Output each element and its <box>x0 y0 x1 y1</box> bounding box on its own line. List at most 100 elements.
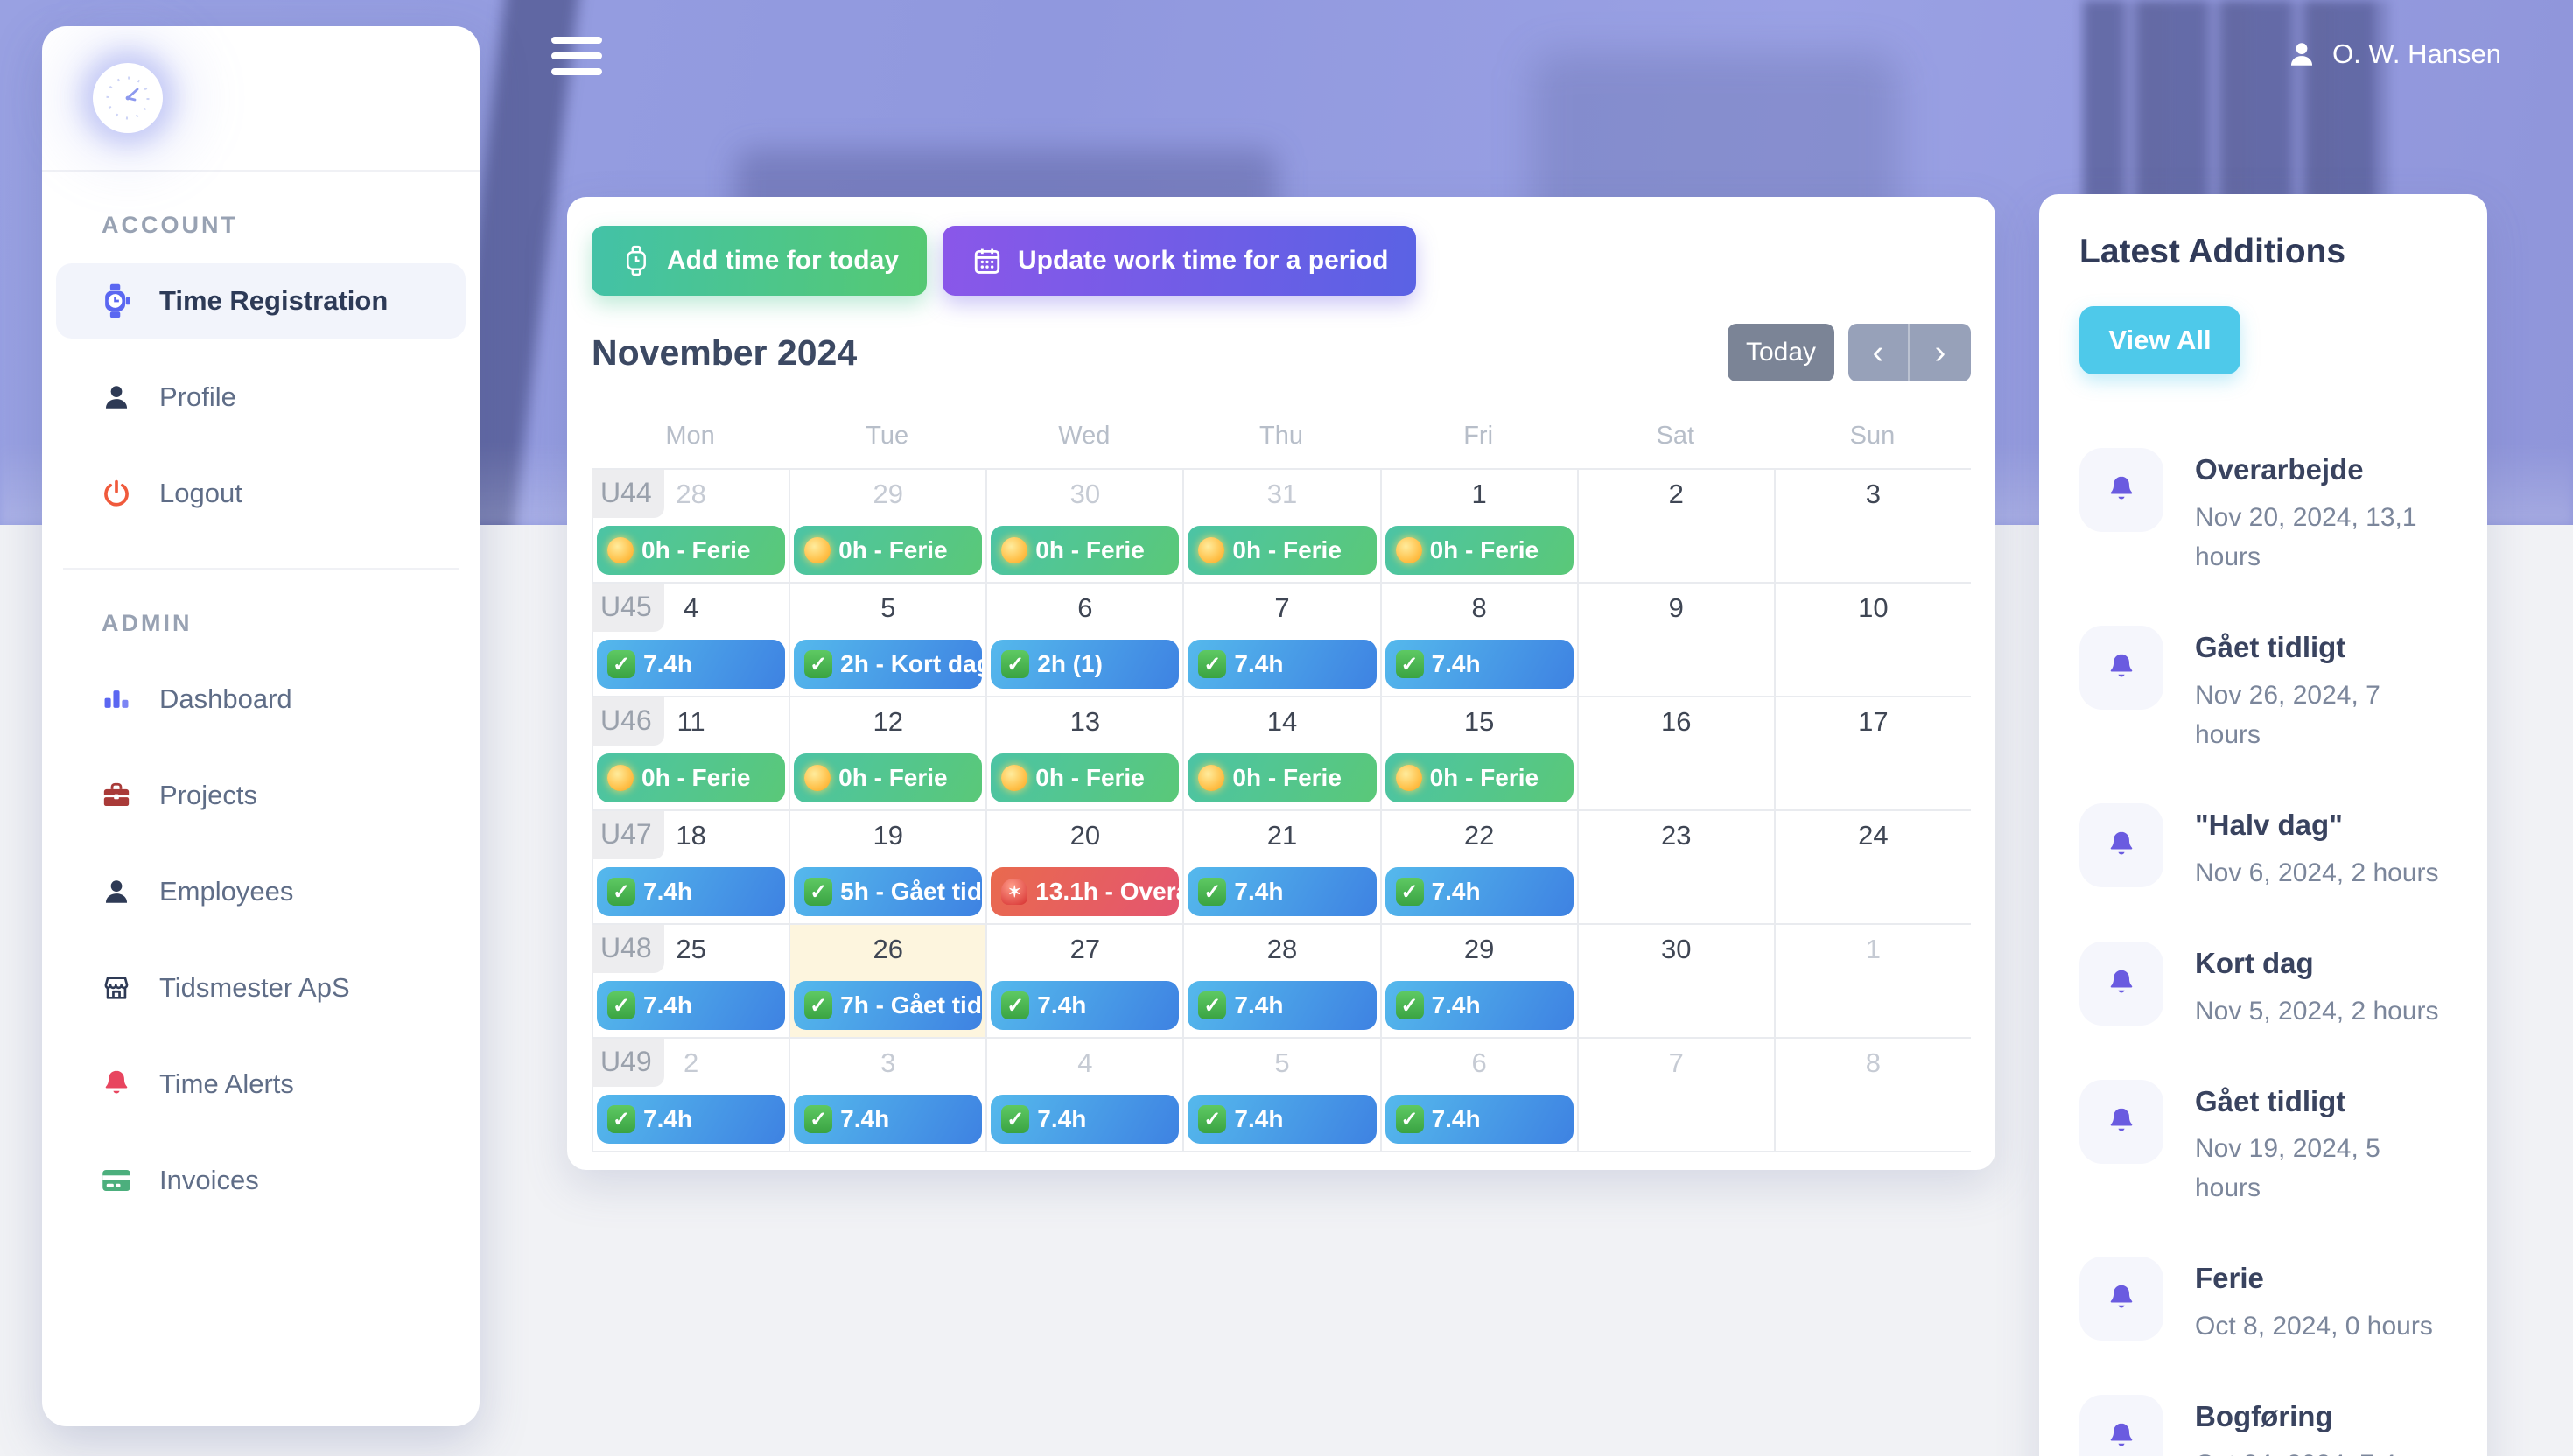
sidebar-item-profile[interactable]: Profile <box>56 360 466 435</box>
sidebar-item-dashboard[interactable]: Dashboard <box>56 662 466 737</box>
day-cell[interactable]: 28 0h - Ferie <box>592 470 789 582</box>
time-entry-chip[interactable]: 0h - Ferie <box>597 753 786 802</box>
time-entry-chip[interactable]: ✓ 2h (1) <box>991 640 1180 689</box>
day-cell[interactable]: 19 ✓ 5h - Gået tidligt <box>789 811 985 923</box>
day-cell[interactable]: 3 <box>1773 470 1971 582</box>
prev-month-button[interactable]: ‹ <box>1848 324 1910 382</box>
time-entry-chip[interactable]: 0h - Ferie <box>794 753 983 802</box>
sidebar-item-time-alerts[interactable]: Time Alerts <box>56 1046 466 1122</box>
time-entry-chip[interactable]: ✓ 7.4h <box>1385 640 1574 689</box>
day-cell[interactable]: 28 ✓ 7.4h <box>1182 925 1379 1037</box>
time-entry-chip[interactable]: ✓ 7.4h <box>1385 867 1574 916</box>
update-worktime-button[interactable]: Update work time for a period <box>943 226 1417 296</box>
time-entry-chip[interactable]: ✓ 7.4h <box>1188 981 1377 1030</box>
day-cell[interactable]: 21 ✓ 7.4h <box>1182 811 1379 923</box>
day-cell[interactable]: 7 ✓ 7.4h <box>1182 584 1379 696</box>
time-entry-chip[interactable]: ✓ 7.4h <box>1188 867 1377 916</box>
sidebar-item-projects[interactable]: Projects <box>56 758 466 833</box>
time-entry-chip[interactable]: ✓ 7h - Gået tidligt <box>794 981 983 1030</box>
sidebar-item-employees[interactable]: Employees <box>56 854 466 929</box>
day-cell[interactable]: 22 ✓ 7.4h <box>1379 811 1577 923</box>
day-cell[interactable]: 26 ✓ 7h - Gået tidligt <box>789 925 986 1037</box>
day-cell[interactable]: 27 ✓ 7.4h <box>985 925 1182 1037</box>
time-entry-chip[interactable]: ✓ 7.4h <box>597 867 786 916</box>
day-cell[interactable]: 4 ✓ 7.4h <box>592 584 789 696</box>
time-entry-chip[interactable]: ✓ 7.4h <box>1385 1095 1574 1144</box>
day-cell[interactable]: 24 <box>1773 811 1971 923</box>
addition-item[interactable]: Kort dag Nov 5, 2024, 2 hours <box>2079 941 2447 1031</box>
day-cell[interactable]: 1 0h - Ferie <box>1379 470 1577 582</box>
day-cell[interactable]: 6 ✓ 7.4h <box>1379 1039 1577 1151</box>
day-cell[interactable]: 3 ✓ 7.4h <box>789 1039 985 1151</box>
time-entry-chip[interactable]: 0h - Ferie <box>794 526 983 575</box>
check-icon: ✓ <box>1198 1105 1227 1133</box>
today-button[interactable]: Today <box>1728 324 1834 382</box>
time-entry-chip[interactable]: ✓ 7.4h <box>597 1095 786 1144</box>
day-cell[interactable]: 8 ✓ 7.4h <box>1379 584 1577 696</box>
time-entry-chip[interactable]: ✓ 7.4h <box>991 981 1180 1030</box>
addition-item[interactable]: Overarbejde Nov 20, 2024, 13,1 hours <box>2079 448 2447 577</box>
day-cell[interactable]: 29 0h - Ferie <box>789 470 985 582</box>
day-cell[interactable]: 9 <box>1576 584 1774 696</box>
day-cell[interactable]: 29 ✓ 7.4h <box>1379 925 1577 1037</box>
time-entry-chip[interactable]: 0h - Ferie <box>991 526 1180 575</box>
sidebar-item-time-registration[interactable]: Time Registration <box>56 263 466 339</box>
day-cell[interactable]: 2 ✓ 7.4h <box>592 1039 789 1151</box>
time-entry-chip[interactable]: 0h - Ferie <box>1188 753 1377 802</box>
time-entry-chip[interactable]: 0h - Ferie <box>1385 526 1574 575</box>
day-cell[interactable]: 16 <box>1576 697 1774 809</box>
time-entry-chip[interactable]: ✓ 7.4h <box>597 640 786 689</box>
day-cell[interactable]: 23 <box>1576 811 1774 923</box>
time-entry-chip[interactable]: ✓ 2h - Kort dag <box>794 640 983 689</box>
day-cell[interactable]: 13 0h - Ferie <box>985 697 1182 809</box>
day-cell[interactable]: 14 0h - Ferie <box>1182 697 1379 809</box>
day-cell[interactable]: 8 <box>1773 1039 1971 1151</box>
time-entry-chip[interactable]: ✓ 5h - Gået tidligt <box>794 867 983 916</box>
week-number-badge: U46 <box>592 697 664 746</box>
day-cell[interactable]: 2 <box>1576 470 1774 582</box>
user-menu[interactable]: O. W. Hansen <box>2285 38 2501 70</box>
day-cell[interactable]: 5 ✓ 2h - Kort dag <box>789 584 985 696</box>
store-icon <box>100 973 133 1003</box>
time-entry-chip[interactable]: ✓ 7.4h <box>1188 1095 1377 1144</box>
day-cell[interactable]: 1 <box>1773 925 1971 1037</box>
time-entry-chip[interactable]: ✶ 13.1h - Overarbejde <box>991 867 1180 916</box>
day-cell[interactable]: 7 <box>1576 1039 1774 1151</box>
day-cell[interactable]: 6 ✓ 2h (1) <box>985 584 1182 696</box>
time-entry-chip[interactable]: 0h - Ferie <box>1188 526 1377 575</box>
clock-logo-icon[interactable] <box>93 63 163 133</box>
time-entry-chip[interactable]: ✓ 7.4h <box>1385 981 1574 1030</box>
addition-item[interactable]: Bogføring Oct 24, 2024, 7,4 hours <box>2079 1395 2447 1456</box>
sidebar-item-logout[interactable]: Logout <box>56 456 466 531</box>
day-cell[interactable]: 20 ✶ 13.1h - Overarbejde <box>985 811 1182 923</box>
time-entry-chip[interactable]: 0h - Ferie <box>1385 753 1574 802</box>
hamburger-menu-icon[interactable] <box>551 37 602 84</box>
day-cell[interactable]: 12 0h - Ferie <box>789 697 985 809</box>
day-cell[interactable]: 11 0h - Ferie <box>592 697 789 809</box>
sidebar-item-tidsmester-aps[interactable]: Tidsmester ApS <box>56 950 466 1026</box>
day-cell[interactable]: 25 ✓ 7.4h <box>592 925 789 1037</box>
addition-item[interactable]: Gået tidligt Nov 26, 2024, 7 hours <box>2079 625 2447 754</box>
day-cell[interactable]: 17 <box>1773 697 1971 809</box>
day-cell[interactable]: 5 ✓ 7.4h <box>1182 1039 1379 1151</box>
addition-item[interactable]: Ferie Oct 8, 2024, 0 hours <box>2079 1256 2447 1346</box>
day-cell[interactable]: 15 0h - Ferie <box>1379 697 1577 809</box>
day-cell[interactable]: 18 ✓ 7.4h <box>592 811 789 923</box>
sidebar-item-invoices[interactable]: Invoices <box>56 1143 466 1218</box>
view-all-button[interactable]: View All <box>2079 306 2240 374</box>
time-entry-chip[interactable]: 0h - Ferie <box>991 753 1180 802</box>
day-cell[interactable]: 4 ✓ 7.4h <box>985 1039 1182 1151</box>
add-time-button[interactable]: Add time for today <box>592 226 928 296</box>
next-month-button[interactable]: › <box>1910 324 1971 382</box>
time-entry-chip[interactable]: 0h - Ferie <box>597 526 786 575</box>
addition-item[interactable]: Gået tidligt Nov 19, 2024, 5 hours <box>2079 1079 2447 1208</box>
time-entry-chip[interactable]: ✓ 7.4h <box>1188 640 1377 689</box>
day-cell[interactable]: 10 <box>1773 584 1971 696</box>
day-cell[interactable]: 31 0h - Ferie <box>1182 470 1379 582</box>
day-cell[interactable]: 30 <box>1576 925 1774 1037</box>
addition-item[interactable]: "Halv dag" Nov 6, 2024, 2 hours <box>2079 802 2447 892</box>
time-entry-chip[interactable]: ✓ 7.4h <box>991 1095 1180 1144</box>
day-cell[interactable]: 30 0h - Ferie <box>985 470 1182 582</box>
time-entry-chip[interactable]: ✓ 7.4h <box>794 1095 983 1144</box>
time-entry-chip[interactable]: ✓ 7.4h <box>597 981 786 1030</box>
